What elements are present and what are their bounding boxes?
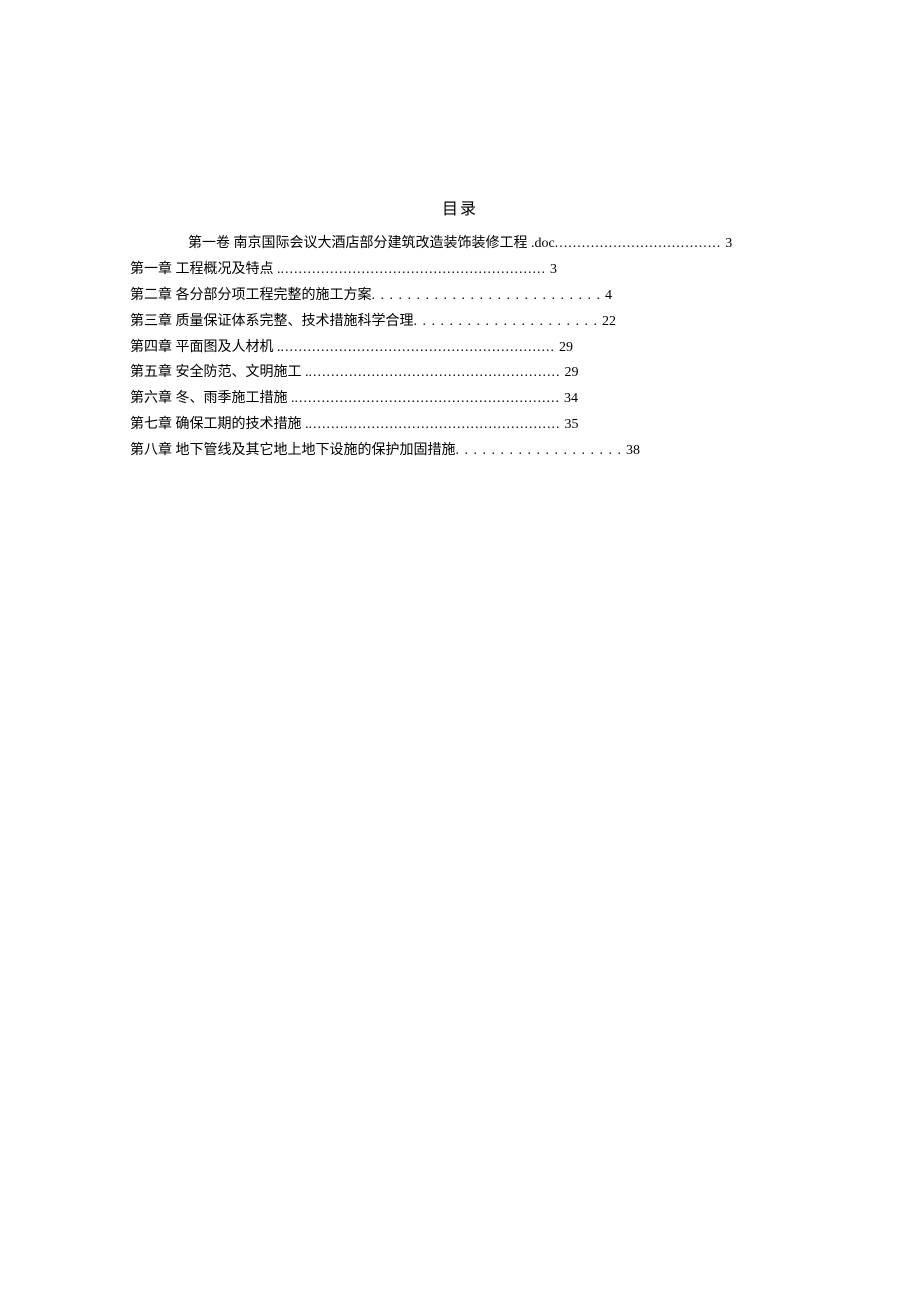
toc-entry-dots: . . . . . . . . . . . . . . . . . . . . … bbox=[372, 283, 602, 309]
toc-entry-label: 第二章 各分部分项工程完整的施工方案 bbox=[130, 283, 372, 309]
toc-entry-dots: ........................................… bbox=[309, 412, 561, 438]
toc-entry-page: 29 bbox=[555, 335, 573, 361]
toc-entry-page: 38 bbox=[622, 438, 640, 464]
toc-entry: 第三章 质量保证体系完整、技术措施科学合理 . . . . . . . . . … bbox=[130, 309, 790, 335]
toc-entry: 第一章 工程概况及特点 . ..........................… bbox=[130, 257, 790, 283]
toc-entry-page: 3 bbox=[546, 257, 557, 283]
toc-entry-dots: ........................................… bbox=[295, 386, 561, 412]
toc-entry-label: 第七章 确保工期的技术措施 . bbox=[130, 412, 309, 438]
toc-entry-dots: ..................................... bbox=[555, 231, 722, 257]
toc-entry-label: 第一章 工程概况及特点 . bbox=[130, 257, 281, 283]
toc-entry-label: 第三章 质量保证体系完整、技术措施科学合理 bbox=[130, 309, 414, 335]
toc-entry: 第四章 平面图及人材机 . ..........................… bbox=[130, 335, 790, 361]
toc-list: 第一卷 南京国际会议大酒店部分建筑改造装饰装修工程 .doc .........… bbox=[130, 231, 790, 464]
toc-entry: 第二章 各分部分项工程完整的施工方案 . . . . . . . . . . .… bbox=[130, 283, 790, 309]
toc-entry-page: 3 bbox=[721, 231, 732, 257]
toc-entry-page: 29 bbox=[561, 360, 579, 386]
toc-entry-dots: ........................................… bbox=[281, 335, 556, 361]
toc-entry: 第一卷 南京国际会议大酒店部分建筑改造装饰装修工程 .doc .........… bbox=[130, 231, 790, 257]
toc-entry-label: 第六章 冬、雨季施工措施 . bbox=[130, 386, 295, 412]
toc-entry-page: 34 bbox=[560, 386, 578, 412]
toc-entry-dots: . . . . . . . . . . . . . . . . . . . bbox=[456, 438, 623, 464]
toc-entry-label: 第四章 平面图及人材机 . bbox=[130, 335, 281, 361]
toc-entry-page: 35 bbox=[561, 412, 579, 438]
toc-entry-dots: ........................................… bbox=[309, 360, 561, 386]
toc-entry-label: 第五章 安全防范、文明施工 . bbox=[130, 360, 309, 386]
toc-entry-dots: . . . . . . . . . . . . . . . . . . . . … bbox=[414, 309, 599, 335]
toc-entry: 第六章 冬、雨季施工措施 . .........................… bbox=[130, 386, 790, 412]
toc-entry-dots: ........................................… bbox=[281, 257, 547, 283]
toc-entry: 第七章 确保工期的技术措施 . ........................… bbox=[130, 412, 790, 438]
toc-entry-label: 第八章 地下管线及其它地上地下设施的保护加固措施 bbox=[130, 438, 456, 464]
toc-entry: 第八章 地下管线及其它地上地下设施的保护加固措施 . . . . . . . .… bbox=[130, 438, 790, 464]
toc-entry-label: 第一卷 南京国际会议大酒店部分建筑改造装饰装修工程 .doc bbox=[188, 231, 555, 257]
toc-entry-page: 4 bbox=[601, 283, 612, 309]
document-page: 目录 第一卷 南京国际会议大酒店部分建筑改造装饰装修工程 .doc ......… bbox=[0, 0, 920, 464]
toc-title: 目录 bbox=[130, 195, 790, 219]
toc-entry: 第五章 安全防范、文明施工 . ........................… bbox=[130, 360, 790, 386]
toc-entry-page: 22 bbox=[598, 309, 616, 335]
